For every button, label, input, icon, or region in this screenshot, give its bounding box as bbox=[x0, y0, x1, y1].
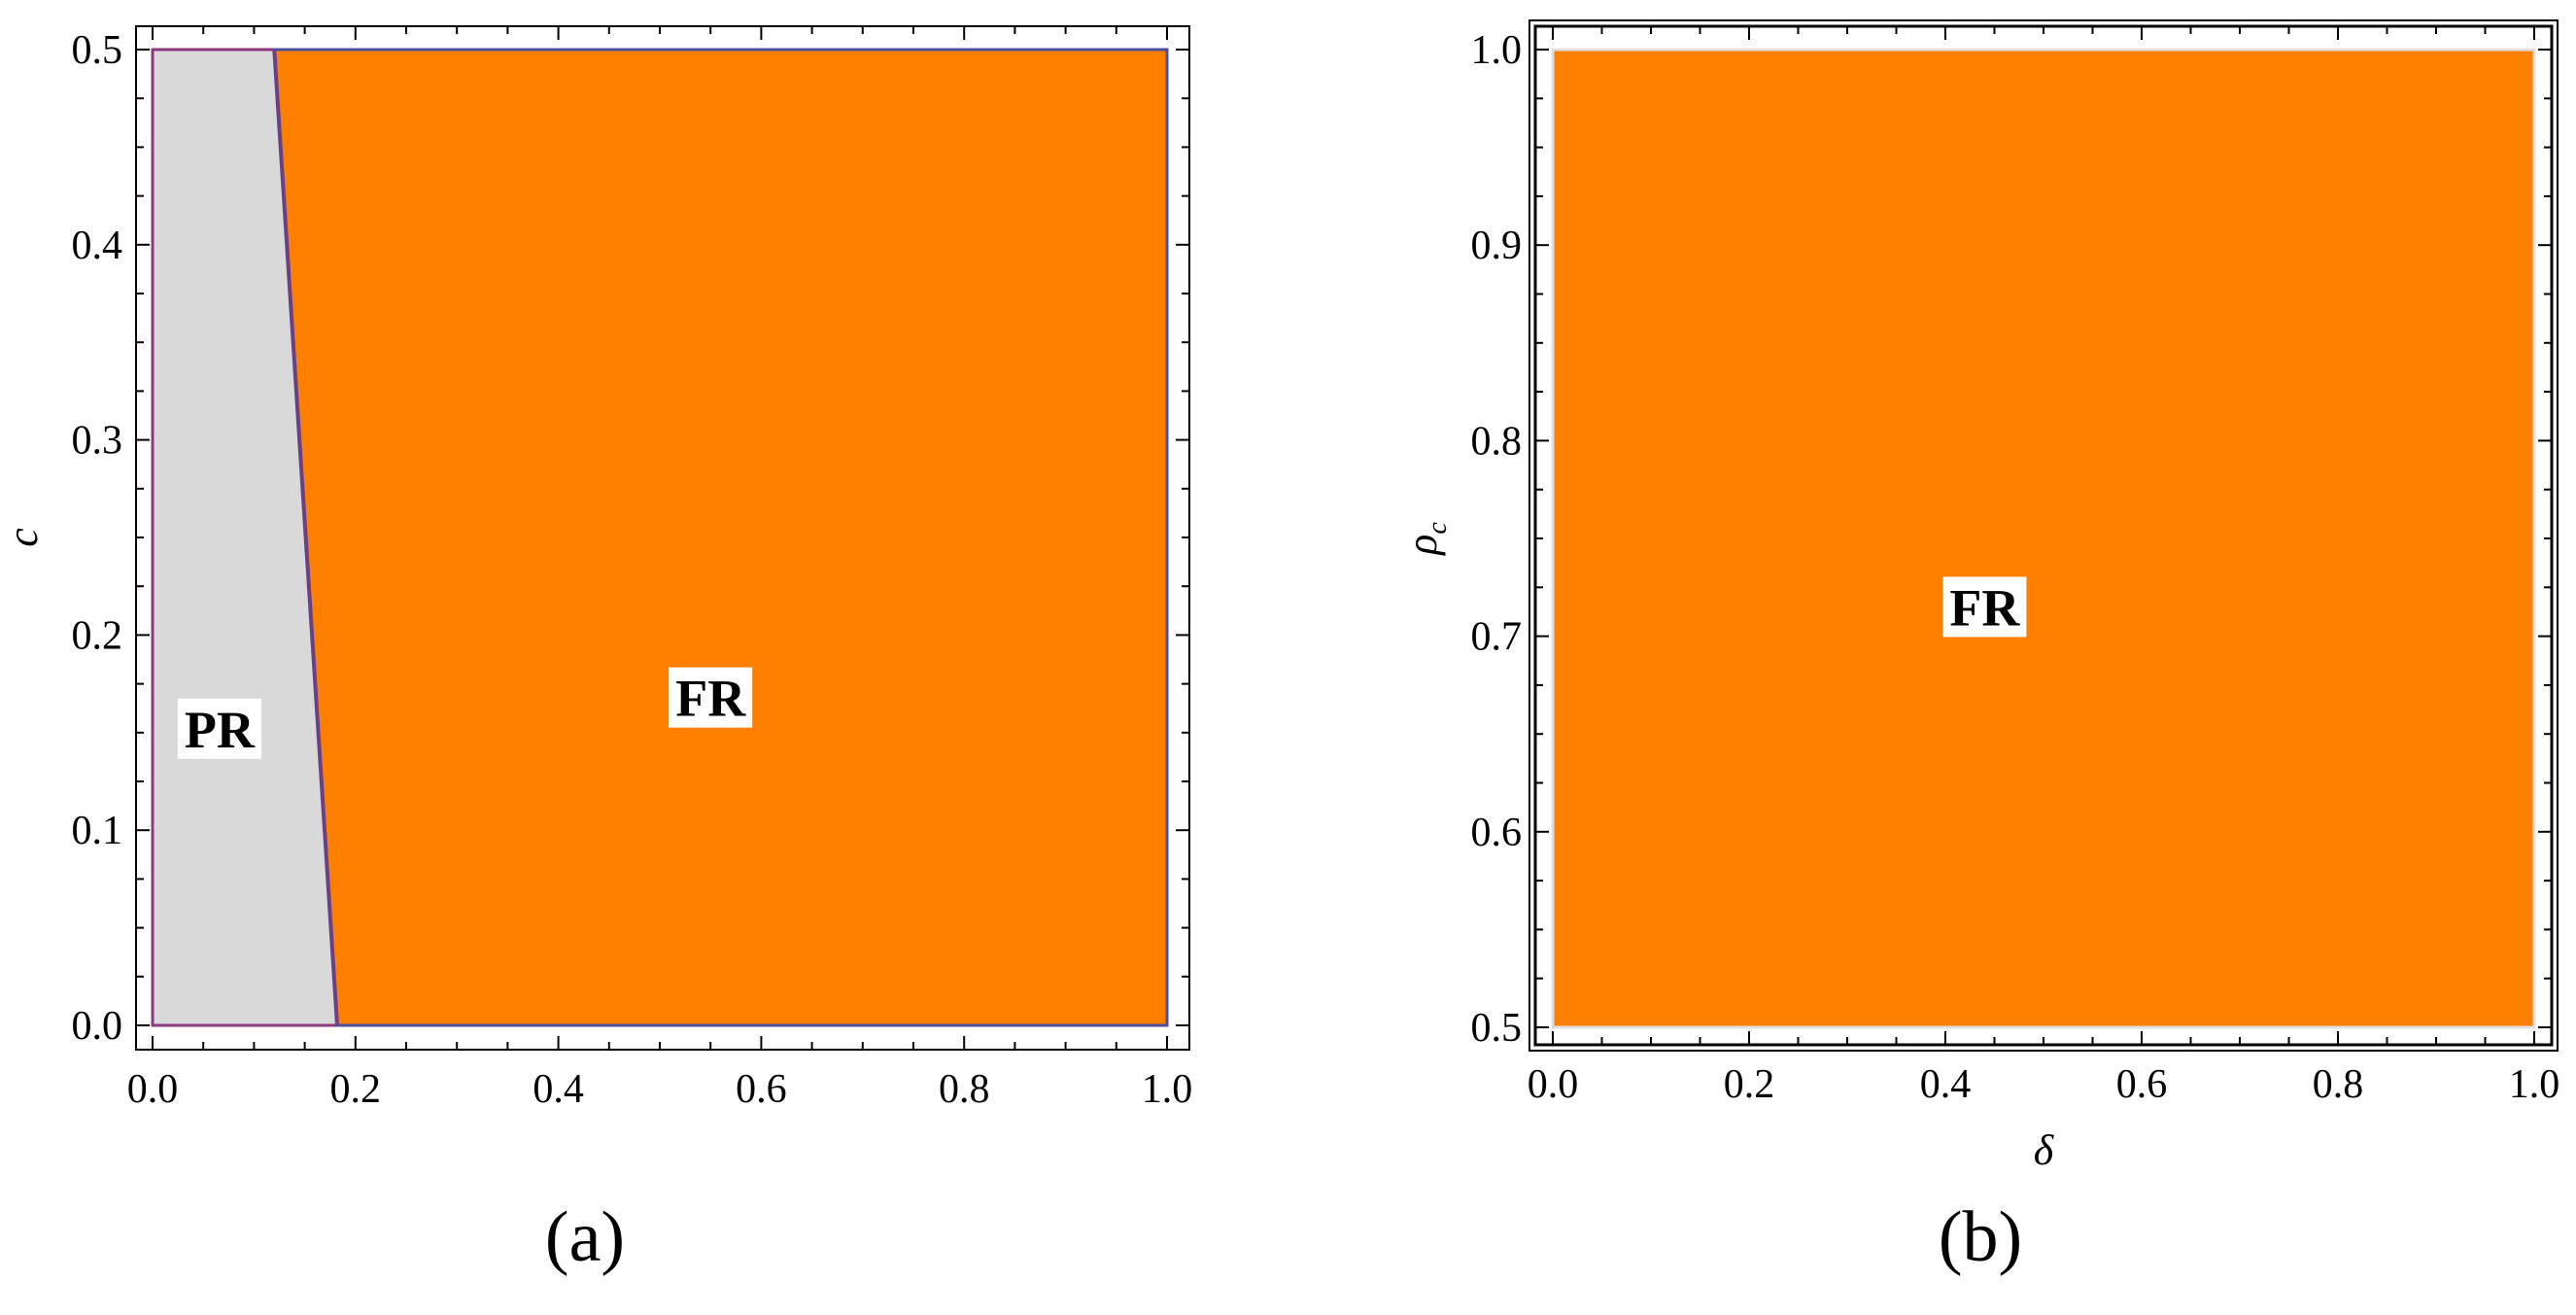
x-tick-label: 0.8 bbox=[939, 1067, 990, 1112]
y-tick-label: 1.0 bbox=[1471, 28, 1523, 73]
axis-ticks bbox=[1535, 26, 2552, 1045]
panel-b: 0.0 0.2 0.4 0.6 0.8 1.0 0.5 0.6 0.7 0.8 0.9 1.0 ρc δ F… bbox=[1398, 19, 2560, 1277]
y-tick-label: 0.6 bbox=[1471, 811, 1523, 855]
x-tick-label: 0.6 bbox=[736, 1067, 787, 1112]
x-tick-label: 1.0 bbox=[1142, 1067, 1193, 1112]
y-tick-label: 0.5 bbox=[1471, 1006, 1523, 1051]
y-tick-label: 0.7 bbox=[1471, 615, 1523, 660]
annotation-fr: FR bbox=[675, 670, 746, 728]
annotation-bg-fr bbox=[1942, 576, 2027, 638]
y-axis-label: c bbox=[0, 528, 47, 547]
x-tick-label: 0.2 bbox=[1724, 1062, 1775, 1107]
panel-a: 0.0 0.2 0.4 0.6 0.8 1.0 0.0 0.1 0.2 0.3 0.4 0.5 c PR F… bbox=[0, 25, 1193, 1277]
panel-caption: (b) bbox=[1939, 1197, 2022, 1277]
x-tick-label: 0.0 bbox=[1528, 1062, 1579, 1107]
y-tick-label: 0.2 bbox=[72, 613, 123, 658]
x-tick-label: 0.8 bbox=[2313, 1062, 2364, 1107]
y-axis-label: ρc bbox=[1398, 522, 1453, 557]
x-tick-label: 0.2 bbox=[330, 1067, 382, 1112]
region-boundary-line bbox=[272, 49, 340, 1026]
y-tick-label: 0.4 bbox=[72, 224, 123, 268]
y-tick-label: 0.5 bbox=[72, 28, 123, 73]
axis-ticks bbox=[136, 26, 1189, 1050]
x-tick-label: 0.0 bbox=[127, 1067, 179, 1112]
panel-caption: (a) bbox=[545, 1197, 625, 1277]
annotation-pr: PR bbox=[185, 701, 256, 759]
x-tick-label: 0.4 bbox=[532, 1067, 584, 1112]
x-tick-label: 0.6 bbox=[2116, 1062, 2168, 1107]
region-fr bbox=[272, 48, 1169, 1027]
y-tick-label: 0.9 bbox=[1471, 224, 1523, 268]
x-axis-label: δ bbox=[2034, 1126, 2055, 1174]
annotation-bg-fr bbox=[669, 667, 753, 728]
x-tick-label: 0.4 bbox=[1920, 1062, 1972, 1107]
x-tick-label: 1.0 bbox=[2509, 1062, 2560, 1107]
annotation-fr: FR bbox=[1949, 578, 2020, 637]
region-fr bbox=[1551, 48, 2536, 1029]
y-tick-label: 0.1 bbox=[72, 809, 123, 853]
plot-frame-outer bbox=[1528, 19, 2559, 1052]
y-tick-label: 0.3 bbox=[72, 419, 123, 464]
y-tick-label: 0.8 bbox=[1471, 419, 1523, 464]
y-tick-label: 0.0 bbox=[72, 1004, 123, 1049]
annotation-bg-pr bbox=[177, 698, 261, 759]
